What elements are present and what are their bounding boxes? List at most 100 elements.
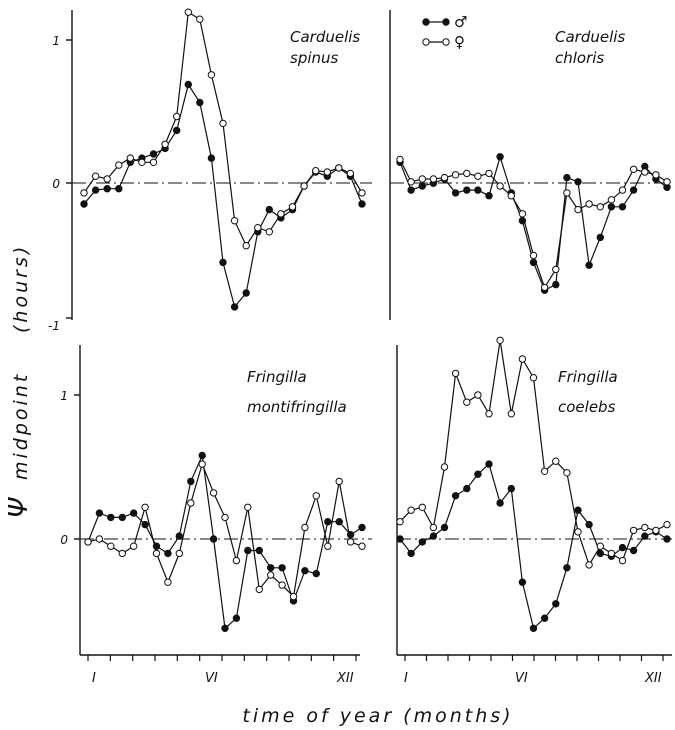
data-point-male — [164, 549, 172, 558]
data-point-male — [507, 484, 515, 493]
data-point-female — [242, 242, 250, 250]
data-point-male — [244, 546, 252, 555]
data-point-female — [346, 169, 355, 178]
data-point-female — [552, 457, 560, 465]
data-point-male — [574, 178, 582, 186]
series-line-female — [87, 462, 363, 598]
data-point-male — [219, 258, 227, 267]
data-point-male — [301, 567, 309, 575]
data-point-male — [463, 484, 471, 493]
data-point-female — [552, 265, 560, 274]
data-point-male — [407, 186, 415, 194]
data-point-male — [618, 203, 627, 211]
data-point-female — [618, 186, 627, 194]
data-point-male — [585, 520, 593, 529]
data-point-male — [103, 185, 111, 193]
data-point-female — [641, 523, 649, 532]
data-point-female — [184, 8, 193, 16]
panel-title: Fringilla — [558, 368, 618, 386]
data-point-female — [474, 391, 482, 399]
data-point-female — [652, 171, 660, 179]
y-axis-label: Ψ midpoint (hours) — [4, 244, 34, 518]
data-point-male — [451, 189, 460, 197]
filled-circle-icon — [422, 18, 430, 26]
data-point-female — [629, 165, 638, 174]
data-point-female — [323, 168, 331, 176]
data-point-male — [574, 506, 582, 514]
data-point-male — [396, 535, 404, 543]
data-point-female — [107, 542, 115, 550]
data-point-female — [496, 336, 504, 344]
data-point-male — [207, 154, 216, 162]
data-point-male — [407, 549, 415, 558]
data-point-female — [267, 571, 275, 579]
data-point-female — [563, 469, 571, 477]
data-point-male — [429, 532, 438, 540]
data-point-female — [529, 251, 538, 260]
data-point-male — [552, 600, 560, 608]
data-point-female — [141, 503, 149, 511]
data-point-male — [629, 546, 638, 555]
data-point-female — [663, 178, 671, 186]
data-point-female — [254, 224, 262, 232]
data-point-female — [300, 182, 308, 190]
data-point-female — [429, 523, 438, 532]
data-point-female — [585, 561, 593, 569]
data-point-female — [451, 369, 460, 378]
data-point-female — [529, 374, 538, 382]
panel-title: Fringilla — [247, 368, 307, 386]
data-point-female — [418, 175, 426, 183]
x-tick-label: XII — [644, 671, 662, 686]
data-point-male — [451, 492, 460, 500]
data-point-female — [196, 15, 204, 23]
data-point-female — [230, 217, 239, 225]
data-point-male — [149, 150, 158, 158]
data-point-male — [474, 186, 482, 194]
data-point-female — [277, 210, 285, 218]
data-point-male — [540, 614, 549, 622]
data-point-female — [219, 119, 227, 128]
data-point-female — [346, 538, 355, 546]
y-tick-label: -1 — [48, 319, 60, 333]
data-point-female — [507, 192, 515, 200]
panel-fringilla-montifringilla: 1 0 — [60, 345, 372, 656]
data-point-male — [173, 126, 181, 135]
data-point-male — [418, 538, 426, 546]
data-point-male — [485, 192, 493, 200]
data-point-male — [242, 289, 250, 297]
data-point-male — [563, 564, 571, 572]
data-point-female — [440, 463, 449, 471]
data-point-male — [95, 509, 104, 517]
data-point-female — [126, 154, 135, 162]
data-point-male — [552, 280, 560, 289]
data-point-female — [596, 542, 604, 550]
data-point-female — [288, 203, 297, 211]
y-axis-unit: (hours) — [10, 244, 32, 333]
data-point-male — [596, 233, 604, 242]
data-point-female — [115, 161, 123, 169]
data-point-female — [574, 528, 582, 536]
data-point-male — [335, 518, 343, 526]
data-point-female — [518, 355, 527, 363]
data-point-female — [429, 175, 438, 183]
data-point-female — [540, 467, 549, 475]
data-point-male — [663, 535, 671, 543]
x-axis-label: time of year (months) — [242, 705, 513, 727]
data-point-male — [198, 451, 206, 460]
data-point-male — [463, 186, 471, 194]
data-point-female — [663, 520, 671, 529]
series-line-female — [399, 159, 668, 289]
data-point-male — [518, 578, 527, 586]
y-tick-label: 0 — [52, 177, 60, 191]
data-point-female — [244, 503, 252, 511]
data-point-male — [278, 564, 286, 572]
data-point-female — [607, 196, 616, 204]
data-point-male — [585, 261, 593, 269]
data-point-female — [618, 556, 627, 565]
data-point-female — [232, 556, 241, 565]
y-tick-label: 1 — [52, 34, 60, 48]
data-point-female — [152, 549, 161, 558]
panel-carduelis-chloris — [389, 10, 672, 320]
filled-circle-icon — [442, 18, 450, 26]
y-tick-label: 1 — [60, 389, 68, 403]
